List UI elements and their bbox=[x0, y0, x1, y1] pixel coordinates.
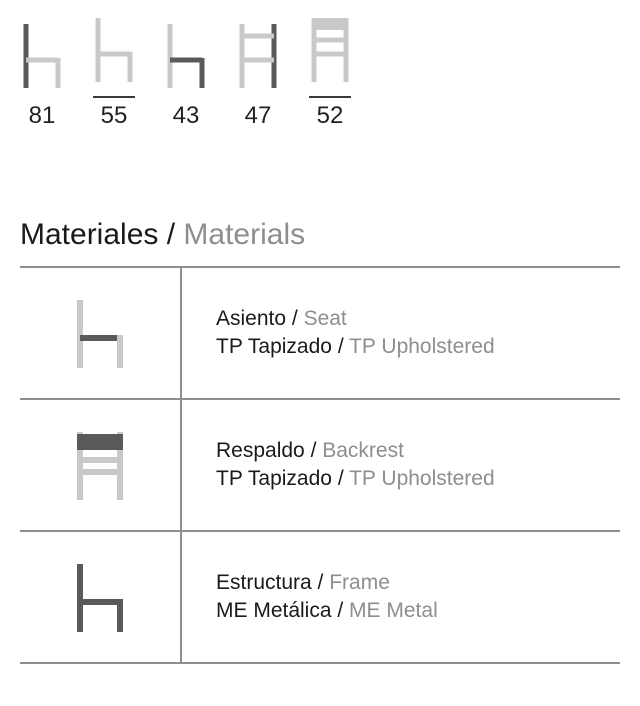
material-spec: ME Metálica / ME Metal bbox=[216, 597, 620, 625]
dimension-value: 55 bbox=[93, 96, 135, 130]
chair-dim-icon bbox=[92, 18, 136, 82]
dimension-3: 47 bbox=[236, 24, 280, 130]
dimension-value: 47 bbox=[245, 102, 272, 130]
dimension-1: 55 bbox=[92, 18, 136, 130]
material-text: Respaldo / Backrest TP Tapizado / TP Uph… bbox=[182, 400, 620, 530]
material-row-1: Respaldo / Backrest TP Tapizado / TP Uph… bbox=[20, 400, 620, 532]
material-name: Asiento / Seat bbox=[216, 305, 620, 333]
dimension-icons-row: 81 55 43 47 52 bbox=[20, 18, 620, 130]
dimension-0: 81 bbox=[20, 24, 64, 130]
section-title: Materiales / Materials bbox=[20, 218, 620, 252]
dimension-value: 43 bbox=[173, 102, 200, 130]
dimension-2: 43 bbox=[164, 24, 208, 130]
dimension-value: 81 bbox=[29, 102, 56, 130]
material-name: Respaldo / Backrest bbox=[216, 437, 620, 465]
dimension-4: 52 bbox=[308, 18, 352, 130]
material-row-2: Estructura / Frame ME Metálica / ME Meta… bbox=[20, 532, 620, 664]
chair-dim-icon bbox=[236, 24, 280, 88]
material-text: Asiento / Seat TP Tapizado / TP Upholste… bbox=[182, 268, 620, 398]
chair-dim-icon bbox=[20, 24, 64, 88]
material-name: Estructura / Frame bbox=[216, 569, 620, 597]
material-icon bbox=[20, 400, 182, 530]
material-text: Estructura / Frame ME Metálica / ME Meta… bbox=[182, 532, 620, 662]
chair-dim-icon bbox=[164, 24, 208, 88]
material-row-0: Asiento / Seat TP Tapizado / TP Upholste… bbox=[20, 268, 620, 400]
materials-table: Asiento / Seat TP Tapizado / TP Upholste… bbox=[20, 266, 620, 664]
material-spec: TP Tapizado / TP Upholstered bbox=[216, 465, 620, 493]
dimension-value: 52 bbox=[309, 96, 351, 130]
material-icon bbox=[20, 532, 182, 662]
chair-dim-icon bbox=[308, 18, 352, 82]
material-spec: TP Tapizado / TP Upholstered bbox=[216, 333, 620, 361]
material-icon bbox=[20, 268, 182, 398]
